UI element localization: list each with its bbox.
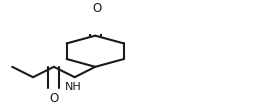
Text: NH: NH (65, 82, 82, 92)
Text: O: O (49, 92, 58, 105)
Text: O: O (93, 2, 102, 15)
